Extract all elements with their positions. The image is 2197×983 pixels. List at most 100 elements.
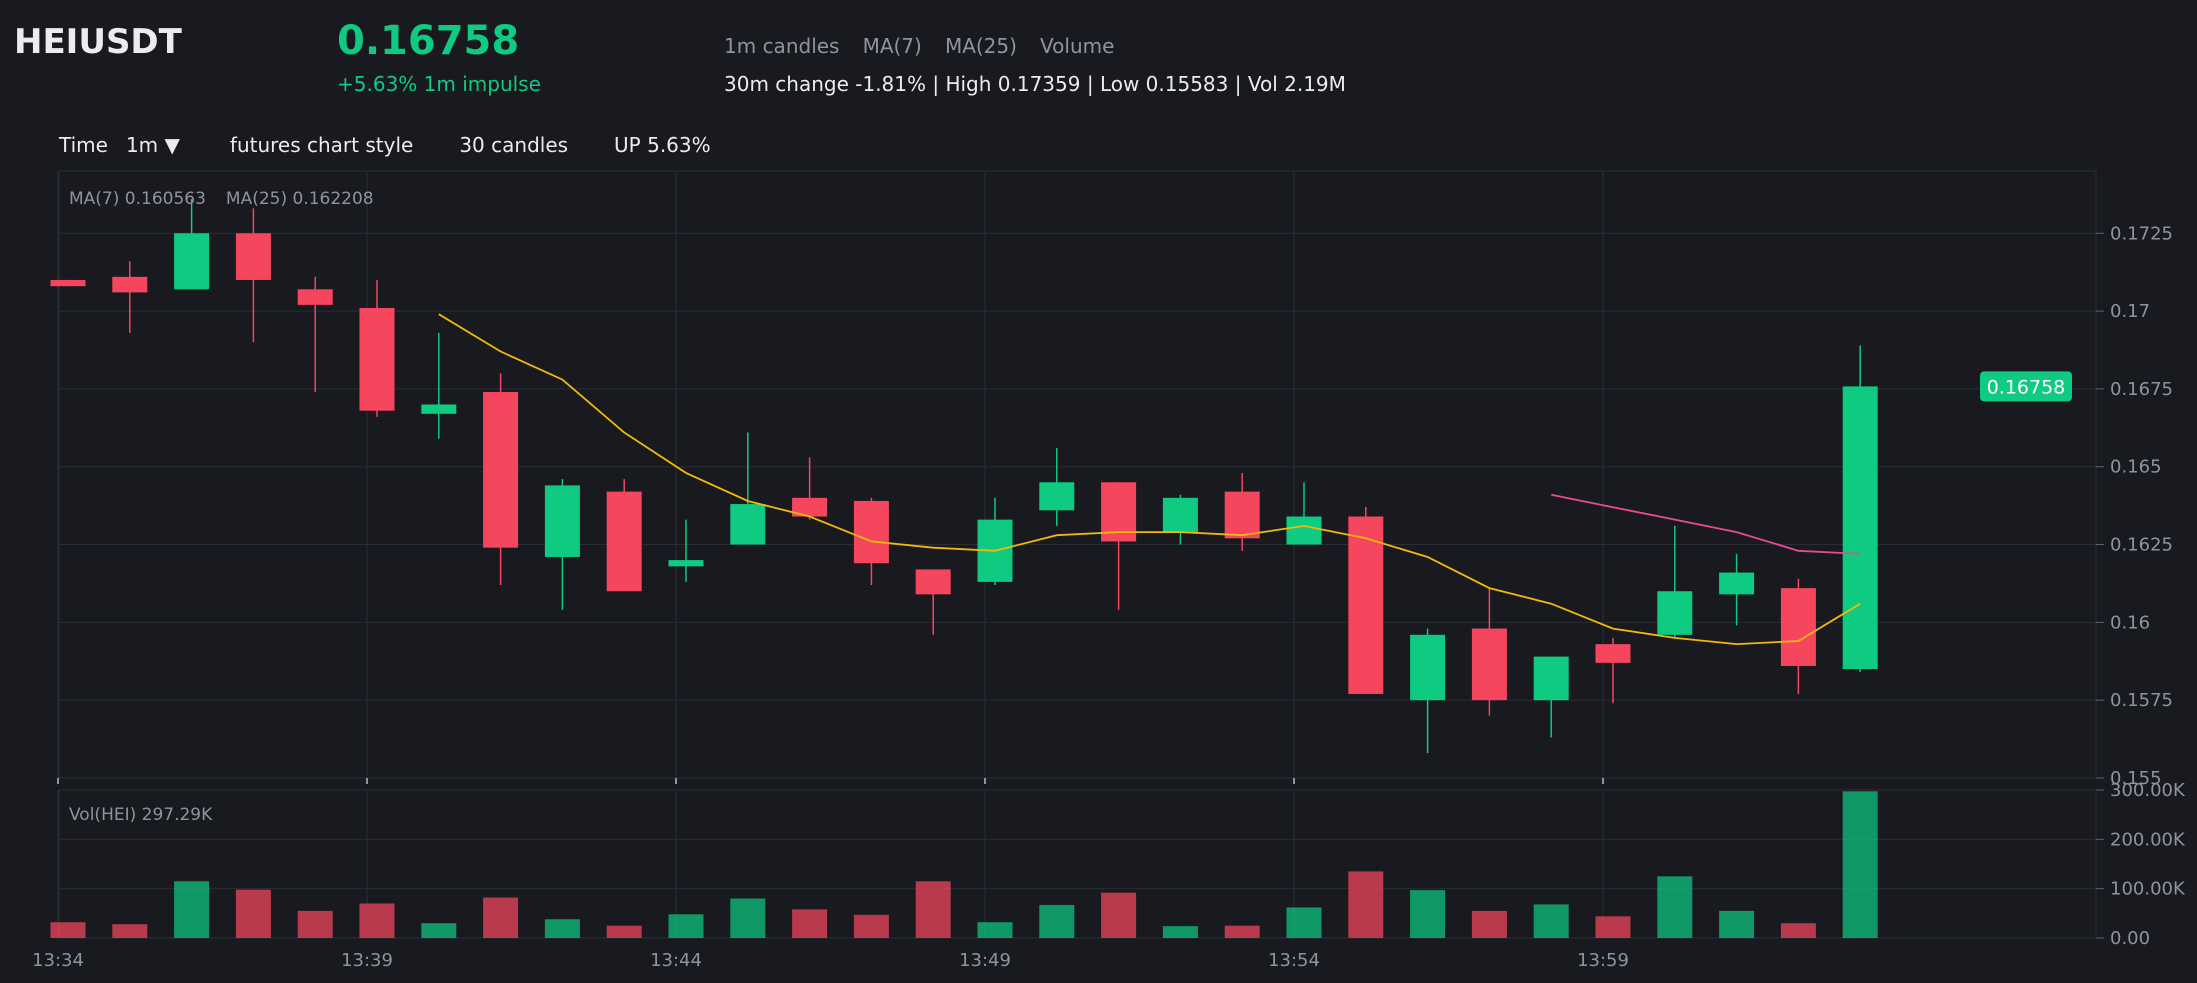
indicator-list: 1m candles MA(7) MA(25) Volume — [724, 34, 1132, 58]
candle-body — [730, 504, 766, 545]
volume-bar — [1348, 871, 1384, 938]
candle-body — [1719, 572, 1755, 595]
candle-body — [50, 279, 86, 287]
price-tick-label: 0.17 — [2110, 301, 2150, 322]
moving-averages — [438, 313, 1861, 646]
time-tick-label: 13:34 — [32, 950, 84, 971]
last-price-badge — [1980, 371, 2072, 402]
last-price: 0.16758 — [337, 18, 520, 64]
time-tick-label: 13:39 — [341, 950, 393, 971]
volume-tick-label: 300.00K — [2110, 780, 2186, 801]
chart-style-button[interactable]: futures chart style — [229, 133, 414, 157]
volume-bar — [1224, 925, 1260, 938]
candle-body — [297, 289, 333, 305]
volume-legend: Vol(HEI) 297.29K — [69, 805, 213, 825]
volume-bar — [1039, 904, 1075, 938]
candle-body — [544, 485, 580, 557]
volume-bar — [1533, 904, 1569, 938]
candle-body — [1657, 591, 1693, 635]
price-tick-label: 0.1675 — [2110, 379, 2173, 400]
candle-body — [1039, 482, 1075, 511]
candle-body — [421, 404, 457, 414]
price-tick-label: 0.165 — [2110, 457, 2162, 478]
indicator-ma7[interactable]: MA(7) — [862, 34, 922, 58]
last-price-label: 0.16758 — [1987, 376, 2066, 398]
candle-body — [235, 233, 271, 280]
ma7-line — [438, 313, 1861, 646]
volume-bar — [544, 919, 580, 938]
indicator-candles[interactable]: 1m candles — [724, 34, 840, 58]
candle-body — [792, 497, 828, 517]
price-pane-border — [58, 170, 2097, 779]
candle-body — [1162, 497, 1198, 533]
candle-body — [853, 500, 889, 564]
candle-body — [1842, 386, 1878, 670]
volume-bar — [483, 897, 519, 938]
summary-stats: 30m change -1.81% | High 0.17359 | Low 0… — [724, 72, 1346, 96]
ma25-line — [1551, 493, 1861, 555]
volume-bar — [668, 914, 704, 938]
volume-bar — [792, 909, 828, 938]
candle-count: 30 candles — [459, 133, 569, 157]
price-tick-label: 0.155 — [2110, 768, 2162, 789]
volume-bar — [1286, 907, 1322, 938]
price-tick-label: 0.1625 — [2110, 535, 2173, 556]
volume-bar — [606, 925, 642, 938]
volume-bar — [1780, 923, 1816, 938]
volume-bar — [1101, 892, 1137, 938]
candle-body — [483, 392, 519, 548]
volume-bar — [359, 903, 395, 938]
candle-body — [1410, 634, 1446, 701]
volume-bar — [977, 922, 1013, 938]
indicator-volume[interactable]: Volume — [1040, 34, 1115, 58]
candle-body — [915, 569, 951, 595]
impulse-change: +5.63% 1m impulse — [337, 72, 541, 96]
price-tick-label: 0.1725 — [2110, 223, 2173, 244]
axes: 0.155 0.1575 0.16 0.1625 0.165 0.1675 0.17 0.17… — [32, 223, 2186, 971]
candles — [50, 199, 1878, 754]
candle-body — [1780, 588, 1816, 666]
ma-legend: MA(7) 0.160563 MA(25) 0.162208 — [69, 189, 374, 209]
symbol-title: HEIUSDT — [14, 22, 182, 62]
volume-bar — [50, 922, 86, 938]
volume-tick-label: 0.00 — [2110, 928, 2150, 949]
grid-lines — [57, 170, 2097, 939]
indicator-ma25[interactable]: MA(25) — [944, 34, 1017, 58]
chart-toolbar: Time 1m ▼ futures chart style 30 candles UP … — [59, 133, 757, 157]
time-tick-label: 13:49 — [959, 950, 1011, 971]
volume-bar — [730, 898, 766, 938]
price-tick-label: 0.1575 — [2110, 690, 2173, 711]
volume-bar — [174, 881, 210, 938]
up-percent: UP 5.63% — [614, 133, 711, 157]
volume-bar — [853, 914, 889, 938]
candle-body — [174, 233, 210, 290]
candle-body — [359, 307, 395, 411]
volume-bars — [50, 791, 1878, 938]
time-label: Time — [59, 133, 108, 157]
volume-bar — [235, 889, 271, 938]
candle-body — [1471, 628, 1507, 701]
volume-bar — [1657, 876, 1693, 938]
volume-bar — [112, 924, 148, 938]
candle-body — [1595, 644, 1631, 663]
volume-bar — [1410, 890, 1446, 938]
time-tick-label: 13:54 — [1268, 950, 1320, 971]
candle-body — [606, 491, 642, 592]
time-tick-label: 13:59 — [1577, 950, 1629, 971]
volume-bar — [1719, 910, 1755, 938]
volume-bar — [1471, 910, 1507, 938]
price-tick-label: 0.16 — [2110, 612, 2150, 633]
volume-bar — [915, 881, 951, 938]
volume-bar — [1842, 791, 1878, 938]
ma25-legend: MA(25) 0.162208 — [226, 189, 374, 209]
interval-dropdown[interactable]: 1m ▼ — [125, 133, 180, 157]
volume-bar — [421, 923, 457, 938]
volume-tick-label: 200.00K — [2110, 829, 2186, 850]
candle-body — [112, 276, 148, 293]
volume-bar — [297, 910, 333, 938]
volume-bar — [1595, 916, 1631, 938]
ma7-legend: MA(7) 0.160563 — [69, 189, 206, 209]
volume-tick-label: 100.00K — [2110, 879, 2186, 900]
candle-body — [1348, 516, 1384, 694]
